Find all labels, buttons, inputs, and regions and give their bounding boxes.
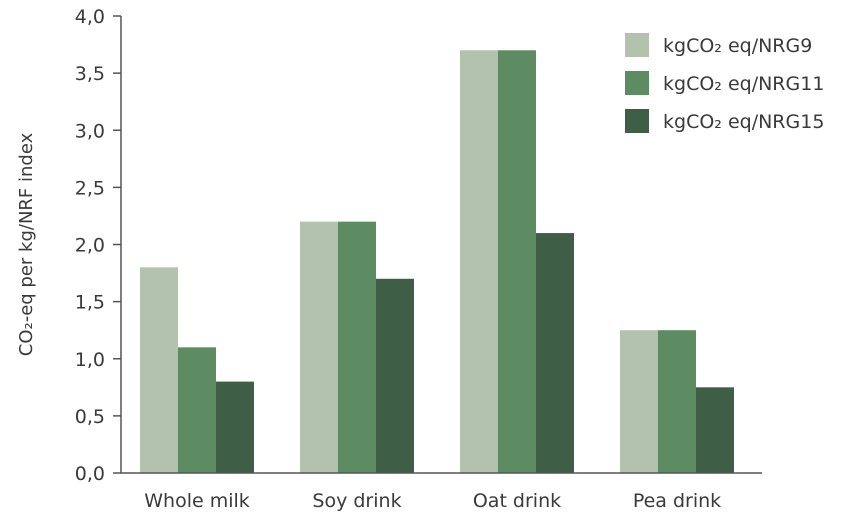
bar-oat-drink-series-1: [460, 50, 498, 474]
y-tick-label: 0,0: [75, 463, 105, 485]
y-axis-title: CO₂-eq per kg/NRF index: [16, 132, 37, 356]
bar-soy-drink-series-2: [338, 221, 376, 473]
y-tick-label: 2,5: [75, 177, 105, 199]
x-labels-group: Whole milk Soy drink Oat drink Pea drink: [144, 490, 721, 512]
y-tick-label: 1,5: [75, 292, 105, 314]
y-tick-label: 4,0: [75, 6, 105, 28]
bar-pea-drink-series-3: [696, 387, 734, 473]
y-ticks-group: 0,0 0,5 1,0 1,5 2,0 2,5 3,0 3,5 4,0: [75, 6, 121, 485]
legend-swatch: [625, 71, 649, 95]
legend-label: kgCO₂ eq/NRG9: [663, 35, 812, 57]
legend-label: kgCO₂ eq/NRG15: [663, 111, 824, 133]
y-tick-label: 2,0: [75, 235, 105, 257]
y-tick-label: 3,0: [75, 120, 105, 142]
x-category-label: Pea drink: [633, 490, 721, 512]
legend-swatch: [625, 109, 649, 133]
x-category-label: Whole milk: [144, 490, 250, 512]
bar-whole-milk-series-1: [140, 267, 178, 473]
x-category-label: Oat drink: [473, 490, 561, 512]
legend: kgCO₂ eq/NRG9 kgCO₂ eq/NRG11 kgCO₂ eq/NRG1…: [625, 33, 824, 133]
y-tick-label: 1,0: [75, 349, 105, 371]
bar-pea-drink-series-2: [658, 330, 696, 473]
bar-oat-drink-series-2: [498, 50, 536, 474]
y-tick-label: 3,5: [75, 63, 105, 85]
bars-group: [140, 50, 734, 474]
x-category-label: Soy drink: [312, 490, 401, 512]
bar-whole-milk-series-2: [178, 347, 216, 473]
bar-soy-drink-series-1: [300, 221, 338, 473]
y-tick-label: 0,5: [75, 406, 105, 428]
legend-swatch: [625, 33, 649, 57]
bar-pea-drink-series-1: [620, 330, 658, 473]
bar-whole-milk-series-3: [216, 381, 254, 473]
bar-oat-drink-series-3: [536, 233, 574, 473]
bar-soy-drink-series-3: [376, 278, 414, 473]
legend-label: kgCO₂ eq/NRG11: [663, 73, 824, 95]
